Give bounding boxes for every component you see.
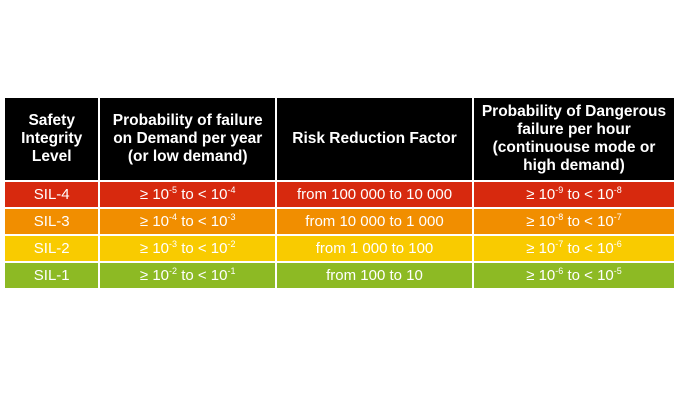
- table-row: SIL-2 ≥ 10-3 to < 10-2 from 1 000 to 100…: [5, 236, 674, 261]
- exponent: -4: [169, 212, 178, 222]
- exponent: -4: [227, 185, 236, 195]
- risk-reduction-cell: from 1 000 to 100: [277, 236, 472, 261]
- table-row: SIL-3 ≥ 10-4 to < 10-3 from 10 000 to 1 …: [5, 209, 674, 234]
- exponent: -5: [169, 185, 178, 195]
- pfd-range-cell: ≥ 10-5 to < 10-4: [100, 182, 276, 207]
- pfh-range-cell: ≥ 10-8 to < 10-7: [473, 209, 674, 234]
- pfd-range-cell: ≥ 10-2 to < 10-1: [100, 263, 276, 288]
- sil-level-cell: SIL-4: [5, 182, 99, 207]
- ge-text: ≥ 10: [526, 186, 556, 203]
- table-row: SIL-1 ≥ 10-2 to < 10-1 from 100 to 10 ≥ …: [5, 263, 674, 288]
- exponent: -2: [227, 239, 236, 249]
- risk-reduction-cell: from 10 000 to 1 000: [277, 209, 472, 234]
- header-probability-dangerous-failure: Probability of Dangerous failure per hou…: [473, 98, 674, 180]
- pfd-range-cell: ≥ 10-3 to < 10-2: [100, 236, 276, 261]
- to-text: to < 10: [563, 186, 614, 203]
- risk-reduction-cell: from 100 to 10: [277, 263, 472, 288]
- ge-text: ≥ 10: [526, 240, 556, 257]
- to-text: to < 10: [563, 240, 614, 257]
- table-body: SIL-4 ≥ 10-5 to < 10-4 from 100 000 to 1…: [5, 182, 674, 288]
- exponent: -9: [555, 185, 564, 195]
- exponent: -3: [227, 212, 236, 222]
- sil-level-cell: SIL-1: [5, 263, 99, 288]
- to-text: to < 10: [563, 213, 614, 230]
- to-text: to < 10: [177, 267, 228, 284]
- sil-table: Safety Integrity Level Probability of fa…: [3, 96, 676, 290]
- exponent: -3: [169, 239, 178, 249]
- exponent: -5: [613, 266, 622, 276]
- header-row: Safety Integrity Level Probability of fa…: [5, 98, 674, 180]
- to-text: to < 10: [563, 267, 614, 284]
- exponent: -2: [169, 266, 178, 276]
- to-text: to < 10: [177, 186, 228, 203]
- ge-text: ≥ 10: [139, 240, 170, 257]
- pfd-range-cell: ≥ 10-4 to < 10-3: [100, 209, 276, 234]
- table-row: SIL-4 ≥ 10-5 to < 10-4 from 100 000 to 1…: [5, 182, 674, 207]
- sil-level-cell: SIL-3: [5, 209, 99, 234]
- pfh-range-cell: ≥ 10-7 to < 10-6: [473, 236, 674, 261]
- risk-reduction-cell: from 100 000 to 10 000: [277, 182, 472, 207]
- ge-text: ≥ 10: [139, 213, 170, 230]
- exponent: -1: [227, 266, 236, 276]
- ge-text: ≥ 10: [526, 267, 556, 284]
- exponent: -7: [613, 212, 622, 222]
- exponent: -6: [613, 239, 622, 249]
- header-risk-reduction-factor: Risk Reduction Factor: [277, 98, 472, 180]
- exponent: -8: [613, 185, 622, 195]
- header-safety-integrity-level: Safety Integrity Level: [5, 98, 99, 180]
- ge-text: ≥ 10: [139, 267, 170, 284]
- header-probability-failure-on-demand: Probability of failure on Demand per yea…: [100, 98, 276, 180]
- to-text: to < 10: [177, 213, 228, 230]
- exponent: -6: [555, 266, 564, 276]
- pfh-range-cell: ≥ 10-9 to < 10-8: [473, 182, 674, 207]
- ge-text: ≥ 10: [526, 213, 556, 230]
- ge-text: ≥ 10: [139, 186, 170, 203]
- pfh-range-cell: ≥ 10-6 to < 10-5: [473, 263, 674, 288]
- exponent: -8: [555, 212, 564, 222]
- to-text: to < 10: [177, 240, 228, 257]
- exponent: -7: [555, 239, 564, 249]
- sil-level-cell: SIL-2: [5, 236, 99, 261]
